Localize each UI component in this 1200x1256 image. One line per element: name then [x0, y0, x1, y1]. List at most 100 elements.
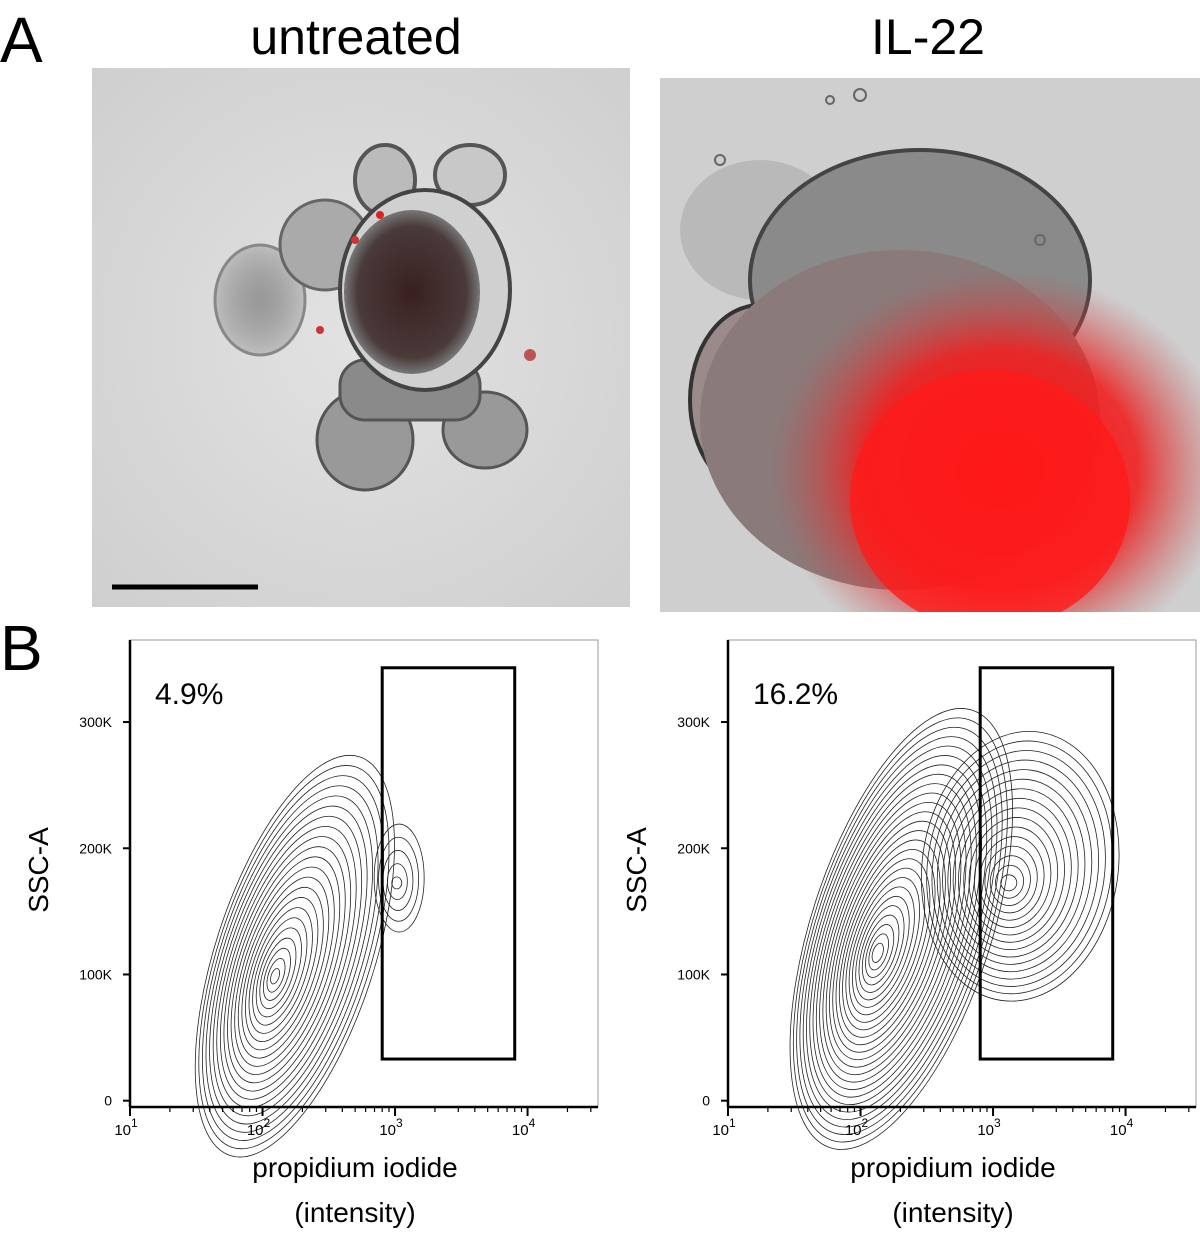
contour-line: [868, 933, 889, 971]
x-tick-label: 104: [1110, 1116, 1134, 1139]
contour-line: [796, 726, 1003, 1135]
contour-line: [968, 817, 1059, 936]
contour-line: [230, 856, 341, 1076]
y-tick-label: 300K: [79, 714, 112, 730]
contour-line: [391, 876, 403, 890]
contour-line: [248, 907, 313, 1034]
contour-line: [822, 801, 962, 1076]
y-tick-label: 200K: [677, 840, 710, 856]
contour-line: [802, 745, 993, 1120]
contour-line: [809, 764, 982, 1106]
y-tick-label: 0: [702, 1093, 710, 1109]
contour-line: [201, 775, 384, 1141]
x-tick-base: 10: [977, 1122, 994, 1139]
x-tick-label: 101: [712, 1116, 736, 1139]
x-tick-exp: 4: [1127, 1116, 1134, 1130]
x-axis-label: (intensity): [892, 1197, 1013, 1228]
contour-line: [194, 754, 395, 1158]
contour-line: [223, 836, 352, 1092]
contour-line: [252, 917, 308, 1026]
contour-line: [266, 957, 286, 993]
contour-line: [952, 788, 1079, 958]
gate-percent: 16.2%: [753, 678, 838, 711]
contour-line: [865, 924, 895, 978]
x-axis-label: propidium iodide: [850, 1152, 1055, 1183]
contour-line: [806, 755, 988, 1113]
contour-line: [789, 708, 1013, 1150]
contour-line: [209, 795, 373, 1125]
contour-line: [386, 863, 408, 901]
panel-label: A: [0, 4, 43, 76]
x-axis-label: (intensity): [294, 1197, 415, 1228]
image-title: IL-22: [871, 9, 985, 65]
gate: [380, 666, 517, 1061]
contour-line: [835, 839, 941, 1046]
contour-line: [234, 866, 335, 1067]
x-tick-base: 10: [114, 1122, 131, 1139]
x-tick-exp: 2: [264, 1116, 271, 1130]
micrograph-il22: [660, 78, 1200, 612]
x-tick-exp: 3: [396, 1116, 403, 1130]
micrograph-untreated: [92, 68, 630, 607]
y-tick-label: 0: [104, 1093, 112, 1109]
contour-line: [936, 759, 1100, 980]
image-title: untreated: [250, 9, 461, 65]
contour-line: [861, 914, 900, 986]
contour-line: [262, 947, 291, 1001]
contour-line: [838, 848, 936, 1038]
contour-line: [812, 773, 977, 1098]
contour-line: [205, 785, 379, 1133]
contour-line: [237, 876, 330, 1059]
contour-line: [920, 730, 1120, 1002]
contour-line: [958, 797, 1072, 951]
x-tick-exp: 4: [529, 1116, 536, 1130]
x-tick-label: 104: [512, 1116, 536, 1139]
x-tick-exp: 2: [862, 1116, 869, 1130]
gate-percent: 4.9%: [155, 678, 223, 711]
contour-line: [973, 826, 1052, 929]
contour-line: [270, 968, 281, 985]
y-tick-label: 100K: [79, 966, 112, 982]
contour-line: [942, 769, 1093, 973]
x-tick-base: 10: [247, 1122, 264, 1139]
contour-line: [255, 927, 302, 1018]
x-axis-label: propidium iodide: [252, 1152, 457, 1183]
contour-line: [931, 750, 1106, 987]
contour-line: [241, 886, 324, 1051]
contour-line: [819, 792, 967, 1083]
contour-line: [947, 778, 1086, 965]
contour-line: [815, 783, 972, 1091]
contour-line: [829, 820, 951, 1061]
contour-line: [198, 765, 390, 1150]
contour-line: [227, 846, 346, 1084]
contour-line: [373, 823, 425, 933]
contour-line: [852, 886, 915, 1008]
contour-line: [963, 807, 1065, 943]
x-tick-label: 102: [845, 1116, 869, 1139]
y-axis-label: SSC-A: [23, 827, 54, 913]
gate: [978, 666, 1115, 1061]
x-tick-base: 10: [845, 1122, 862, 1139]
x-tick-base: 10: [512, 1122, 529, 1139]
x-tick-base: 10: [1110, 1122, 1127, 1139]
contour-line: [855, 895, 910, 1001]
contour-line: [995, 864, 1025, 899]
x-tick-label: 103: [379, 1116, 403, 1139]
contour-line: [871, 942, 884, 963]
contours: [789, 708, 1120, 1150]
contour-line: [1000, 874, 1018, 892]
x-tick-exp: 3: [994, 1116, 1001, 1130]
x-tick-base: 10: [712, 1122, 729, 1139]
contour-line: [219, 825, 357, 1100]
contour-line: [848, 877, 920, 1016]
x-tick-label: 103: [977, 1116, 1001, 1139]
x-tick-label: 102: [247, 1116, 271, 1139]
y-tick-label: 200K: [79, 840, 112, 856]
contour-line: [212, 805, 368, 1117]
contours: [194, 754, 425, 1158]
contour-line: [845, 867, 926, 1023]
x-tick-exp: 1: [131, 1116, 138, 1130]
contour-line: [842, 858, 931, 1031]
panel-label: B: [0, 612, 43, 684]
